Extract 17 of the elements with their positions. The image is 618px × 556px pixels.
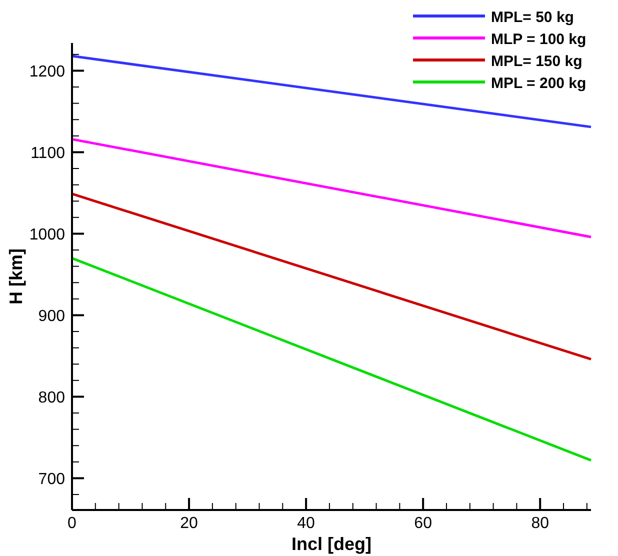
x-tick-label: 0 [68,515,77,532]
y-axis-title: H [km] [6,248,26,305]
x-tick-label: 40 [297,515,316,532]
x-tick-label: 20 [180,515,198,532]
x-tick-label: 60 [414,515,432,532]
y-tick-label: 1000 [29,226,66,244]
x-axis-title: Incl [deg] [292,534,372,554]
legend-label: MLP = 100 kg [491,31,586,48]
y-tick-label: 1200 [29,64,66,81]
legend-label: MPL= 50 kg [491,9,574,26]
y-tick-label: 1100 [30,145,66,162]
y-tick-label: 900 [38,308,66,326]
legend-label: MPL= 150 kg [491,53,582,70]
legend-label: MPL = 200 kg [491,75,586,92]
x-tick-label: 80 [531,515,550,532]
y-tick-label: 800 [38,390,66,407]
y-tick-label: 700 [38,471,66,488]
